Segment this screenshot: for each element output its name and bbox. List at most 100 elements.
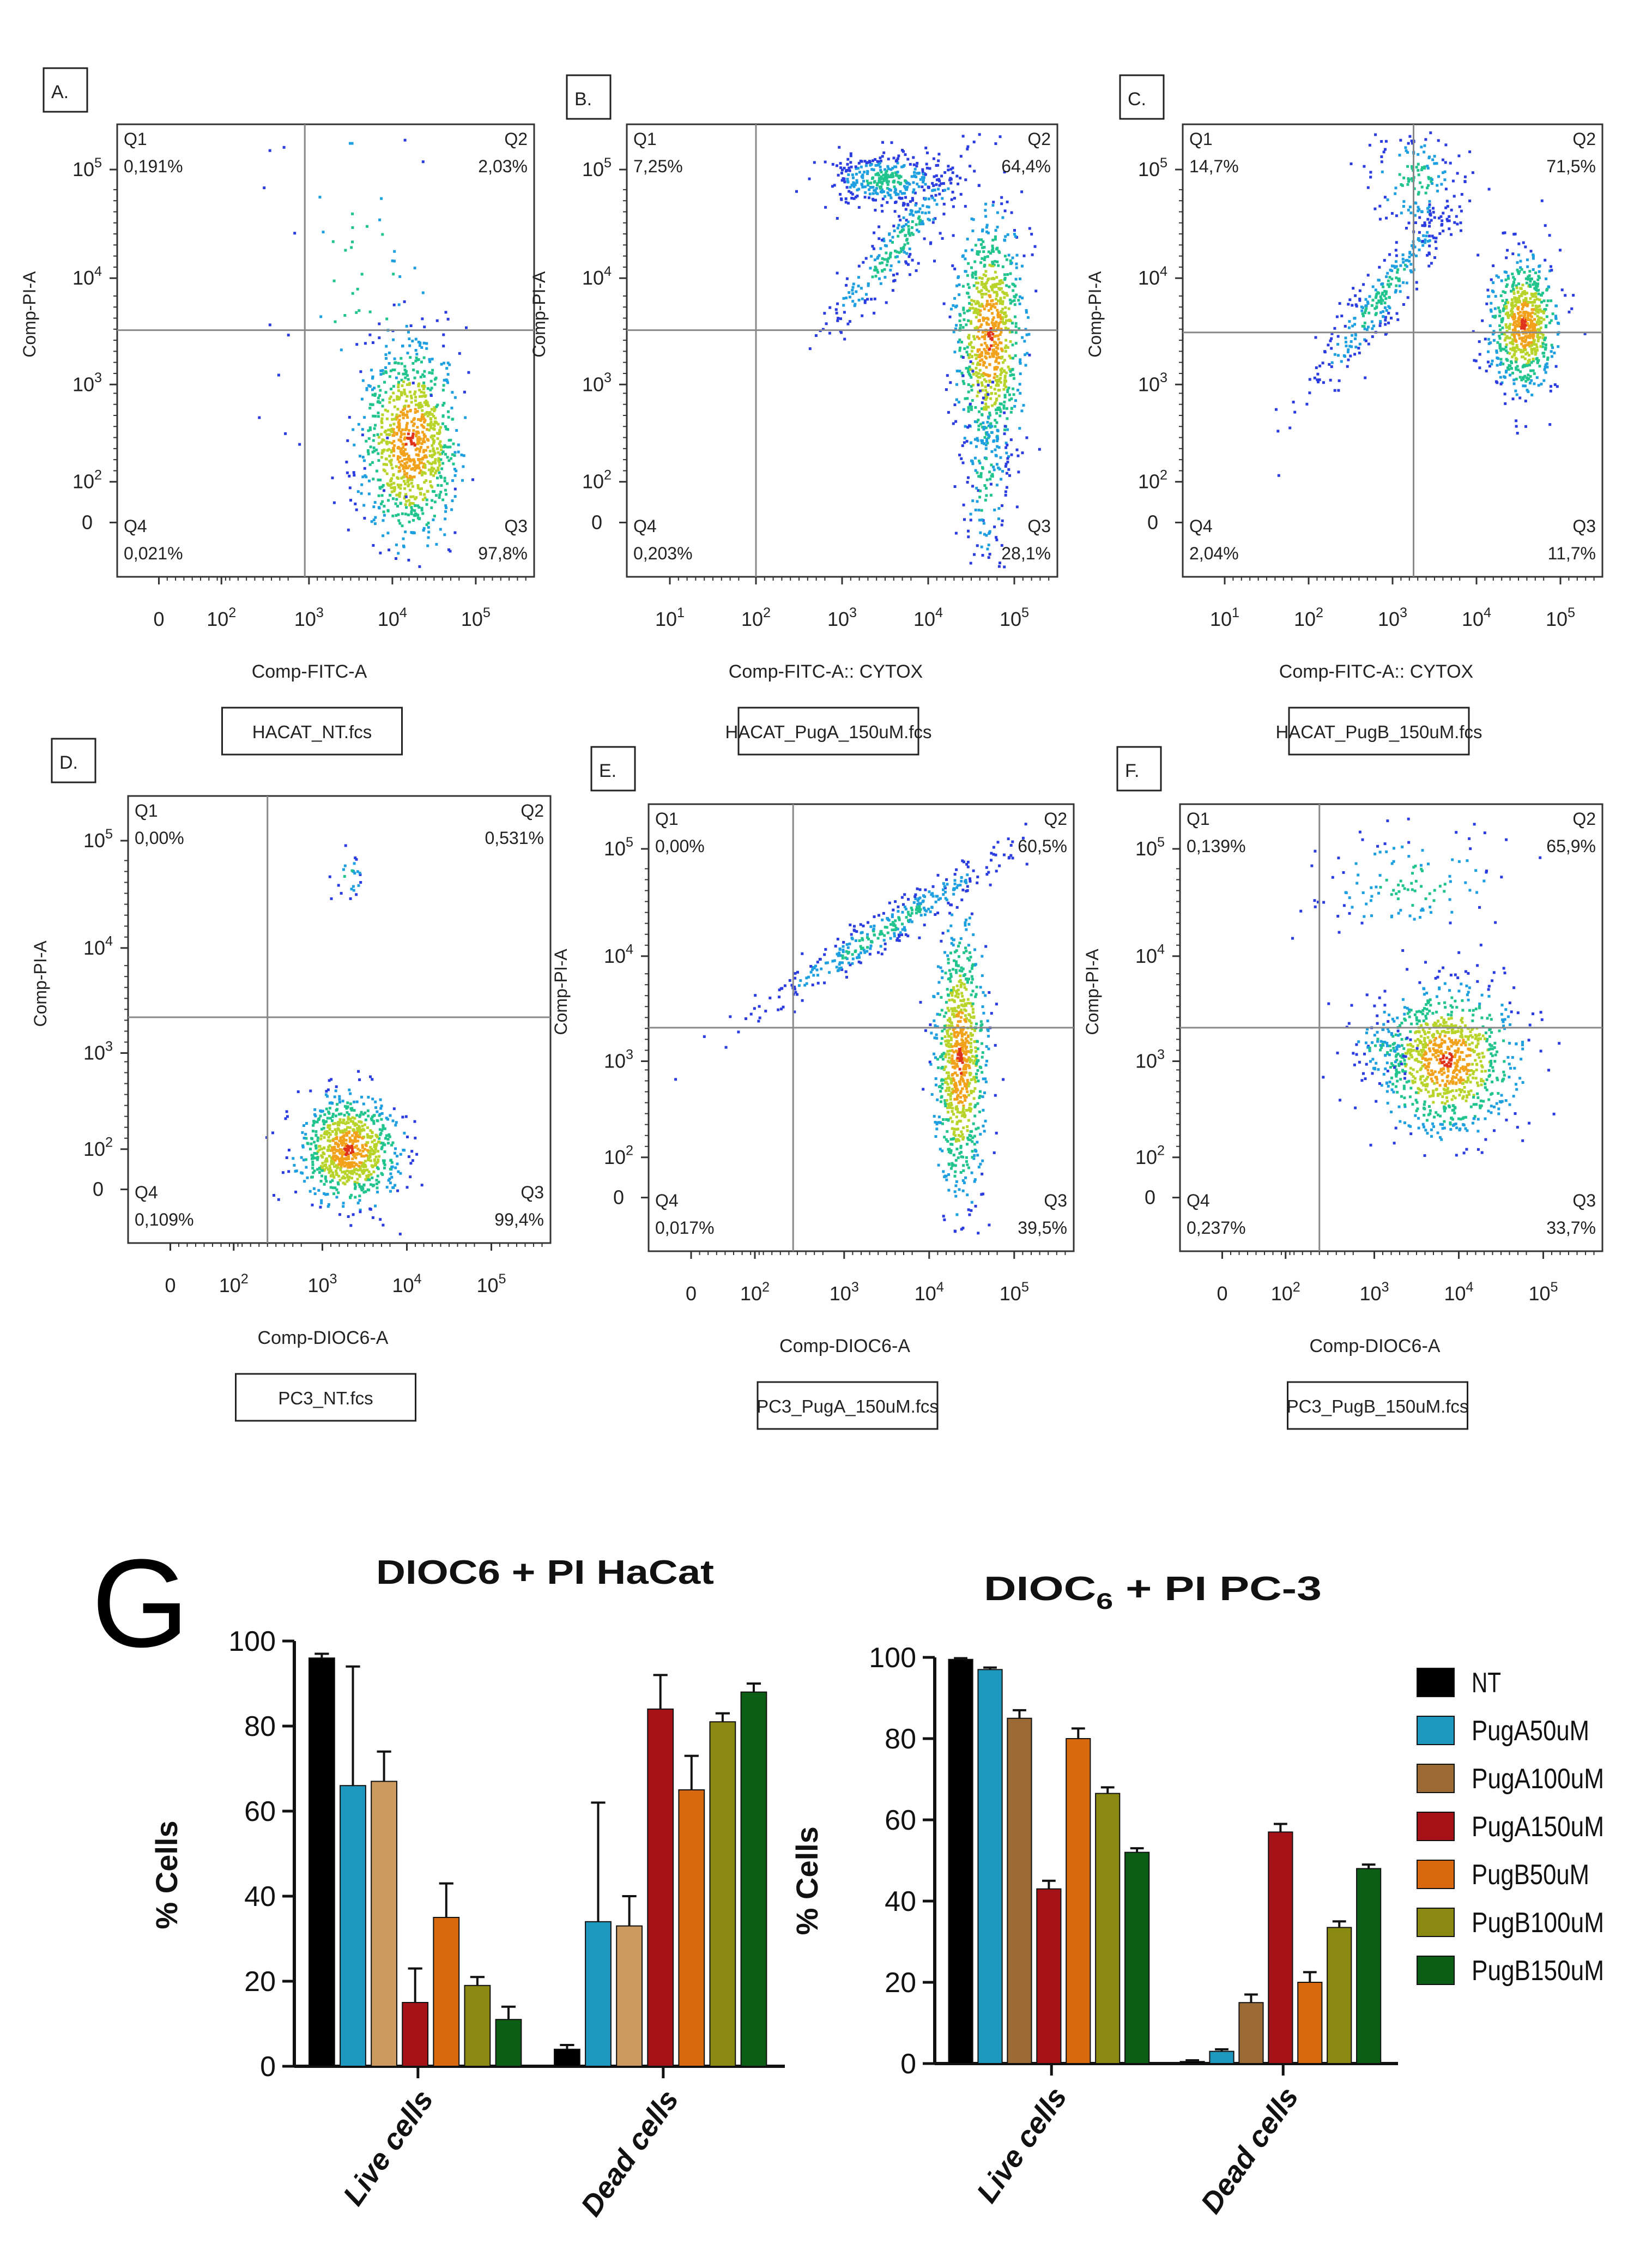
event-dot [361, 428, 364, 431]
event-dot [301, 1172, 304, 1175]
event-dot [325, 1166, 328, 1169]
event-dot [273, 1194, 275, 1197]
event-dot [353, 443, 356, 447]
event-dot [1409, 263, 1413, 266]
event-dot [1509, 336, 1511, 340]
event-dot [406, 472, 409, 475]
event-dot [393, 260, 396, 263]
event-dot [973, 456, 977, 460]
event-dot [337, 1143, 340, 1147]
event-dot [358, 1173, 361, 1177]
event-dot [406, 457, 409, 461]
event-dot [435, 494, 438, 497]
event-dot [1493, 307, 1497, 310]
y-tick-label: 0 [591, 511, 602, 533]
event-dot [436, 432, 439, 435]
event-dot [988, 553, 991, 556]
event-dot [993, 322, 996, 325]
event-dot [404, 443, 408, 446]
event-dot [879, 159, 882, 162]
event-dot [364, 1190, 367, 1193]
event-dot [371, 388, 374, 391]
event-dot [955, 971, 958, 974]
event-dot [435, 542, 438, 546]
event-dot [347, 1161, 350, 1165]
event-dot [927, 206, 930, 209]
event-dot [427, 439, 430, 442]
event-dot [1003, 411, 1006, 414]
event-dot [953, 197, 956, 200]
event-dot [1512, 353, 1516, 357]
event-dot [1013, 229, 1016, 232]
event-dot [953, 1062, 956, 1065]
event-dot [1522, 311, 1525, 314]
event-dot [378, 1141, 381, 1144]
event-dot [430, 468, 433, 471]
event-dot [974, 353, 977, 357]
event-dot [911, 258, 914, 262]
event-dot [972, 335, 976, 338]
event-dot [453, 531, 457, 534]
event-dot [399, 1172, 402, 1175]
event-dot [1523, 346, 1527, 349]
event-dot [953, 267, 957, 270]
event-dot [989, 385, 993, 389]
event-dot [1023, 340, 1026, 343]
event-dot [977, 390, 980, 394]
event-dot [875, 269, 879, 272]
event-dot [388, 375, 391, 378]
event-dot [937, 1163, 940, 1167]
event-dot [997, 264, 1000, 267]
event-dot [359, 370, 362, 373]
event-dot [1527, 300, 1530, 304]
event-dot [1516, 432, 1519, 435]
event-dot [347, 528, 350, 532]
event-dot [965, 323, 968, 327]
event-dot [958, 338, 961, 341]
event-dot [419, 461, 422, 465]
event-dot [403, 1149, 406, 1152]
event-dot [335, 1157, 338, 1160]
event-dot [1444, 206, 1448, 209]
event-dot [981, 295, 984, 299]
event-dot [1449, 161, 1452, 165]
event-dot [983, 378, 986, 381]
event-dot [311, 1163, 314, 1166]
event-dot [991, 333, 995, 336]
event-dot [1570, 307, 1574, 310]
event-dot [419, 458, 422, 461]
event-dot [967, 390, 970, 394]
event-dot [984, 270, 988, 273]
event-dot [1535, 307, 1539, 310]
event-dot [419, 469, 422, 472]
event-dot [1408, 252, 1412, 255]
event-dot [955, 1180, 958, 1183]
event-dot [853, 304, 856, 307]
event-dot [416, 504, 420, 508]
event-dot [882, 173, 885, 177]
event-dot [880, 171, 883, 174]
event-dot [437, 484, 440, 487]
event-dot [907, 182, 910, 185]
event-dot [960, 341, 963, 343]
event-dot [398, 469, 402, 473]
event-dot [954, 420, 958, 423]
event-dot [1038, 448, 1041, 451]
event-dot [1522, 305, 1525, 309]
event-dot [1448, 215, 1451, 218]
event-dot [351, 1116, 354, 1119]
event-dot [1000, 402, 1003, 406]
event-dot [994, 448, 997, 451]
event-dot [1546, 365, 1549, 369]
event-dot [1521, 307, 1524, 311]
event-dot [438, 463, 441, 467]
event-dot [964, 204, 967, 208]
event-dot [1537, 292, 1540, 295]
event-dot [1379, 297, 1383, 300]
event-dot [938, 179, 941, 183]
event-dot [1386, 198, 1389, 201]
event-dot [392, 385, 395, 388]
event-dot [878, 162, 881, 165]
event-dot [367, 1159, 370, 1162]
event-dot [977, 489, 980, 492]
